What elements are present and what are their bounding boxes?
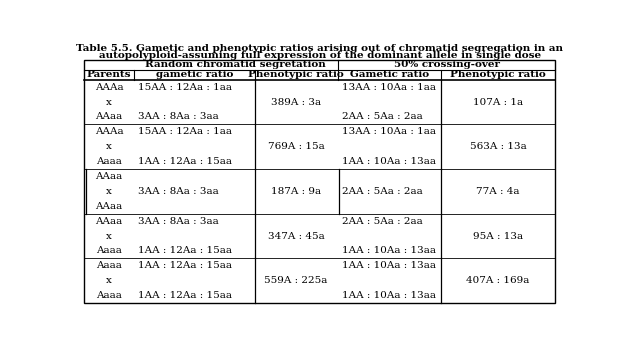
Text: AAAa: AAAa	[95, 83, 124, 92]
Text: 1AA : 12Aa : 15aa: 1AA : 12Aa : 15aa	[138, 261, 232, 270]
Text: 1AA : 10Aa : 13aa: 1AA : 10Aa : 13aa	[341, 291, 436, 300]
Text: 347A : 45a: 347A : 45a	[268, 232, 324, 240]
Text: Phenotypic ratio: Phenotypic ratio	[248, 70, 344, 79]
Text: Random chromatid segretation: Random chromatid segretation	[145, 60, 326, 69]
Text: 389A : 3a: 389A : 3a	[271, 98, 321, 107]
Text: 563A : 13a: 563A : 13a	[470, 142, 527, 151]
Text: x: x	[106, 232, 112, 240]
Text: 1AA : 10Aa : 13aa: 1AA : 10Aa : 13aa	[341, 261, 436, 270]
Text: 1AA : 10Aa : 13aa: 1AA : 10Aa : 13aa	[341, 157, 436, 166]
Text: 15AA : 12Aa : 1aa: 15AA : 12Aa : 1aa	[138, 127, 232, 136]
Text: 1AA : 12Aa : 15aa: 1AA : 12Aa : 15aa	[138, 247, 232, 256]
Text: x: x	[106, 187, 112, 196]
Text: 559A : 225a: 559A : 225a	[265, 276, 328, 285]
Text: 1AA : 10Aa : 13aa: 1AA : 10Aa : 13aa	[341, 247, 436, 256]
Text: Table 5.5. Gametic and phenotypic ratios arising out of chromatid segregation in: Table 5.5. Gametic and phenotypic ratios…	[76, 44, 563, 53]
Text: Phenotypic ratio: Phenotypic ratio	[450, 70, 546, 79]
Text: 15AA : 12Aa : 1aa: 15AA : 12Aa : 1aa	[138, 83, 232, 92]
Text: 3AA : 8Aa : 3aa: 3AA : 8Aa : 3aa	[138, 187, 218, 196]
Text: Aaaa: Aaaa	[96, 291, 122, 300]
Text: 407A : 169a: 407A : 169a	[466, 276, 530, 285]
Text: AAAa: AAAa	[95, 127, 124, 136]
Text: 3AA : 8Aa : 3aa: 3AA : 8Aa : 3aa	[138, 112, 218, 121]
Text: AAaa: AAaa	[95, 172, 123, 181]
Text: Aaaa: Aaaa	[96, 157, 122, 166]
Text: 3AA : 8Aa : 3aa: 3AA : 8Aa : 3aa	[138, 217, 218, 226]
Text: Gametic ratio: Gametic ratio	[349, 70, 429, 79]
Text: x: x	[106, 276, 112, 285]
Text: 107A : 1a: 107A : 1a	[473, 98, 523, 107]
Text: Aaaa: Aaaa	[96, 261, 122, 270]
Text: 2AA : 5Aa : 2aa: 2AA : 5Aa : 2aa	[341, 217, 422, 226]
Text: AAaa: AAaa	[95, 217, 123, 226]
Text: 187A : 9a: 187A : 9a	[271, 187, 321, 196]
Text: AAaa: AAaa	[95, 112, 123, 121]
Text: 13AA : 10Aa : 1aa: 13AA : 10Aa : 1aa	[341, 127, 436, 136]
Text: x: x	[106, 98, 112, 107]
Text: 769A : 15a: 769A : 15a	[268, 142, 324, 151]
Text: 2AA : 5Aa : 2aa: 2AA : 5Aa : 2aa	[341, 112, 422, 121]
Text: 50% crossing-over: 50% crossing-over	[394, 60, 500, 69]
Text: 1AA : 12Aa : 15aa: 1AA : 12Aa : 15aa	[138, 291, 232, 300]
Text: 2AA : 5Aa : 2aa: 2AA : 5Aa : 2aa	[341, 187, 422, 196]
Text: x: x	[106, 142, 112, 151]
Text: gametic ratio: gametic ratio	[155, 70, 233, 79]
Text: Parents: Parents	[87, 70, 131, 79]
Text: 13AA : 10Aa : 1aa: 13AA : 10Aa : 1aa	[341, 83, 436, 92]
Text: 1AA : 12Aa : 15aa: 1AA : 12Aa : 15aa	[138, 157, 232, 166]
Text: autopolyploid-assuming full expression of the dominant allele in single dose: autopolyploid-assuming full expression o…	[99, 51, 541, 60]
Text: Aaaa: Aaaa	[96, 247, 122, 256]
Text: AAaa: AAaa	[95, 202, 123, 211]
Text: 95A : 13a: 95A : 13a	[473, 232, 523, 240]
Text: 77A : 4a: 77A : 4a	[476, 187, 520, 196]
